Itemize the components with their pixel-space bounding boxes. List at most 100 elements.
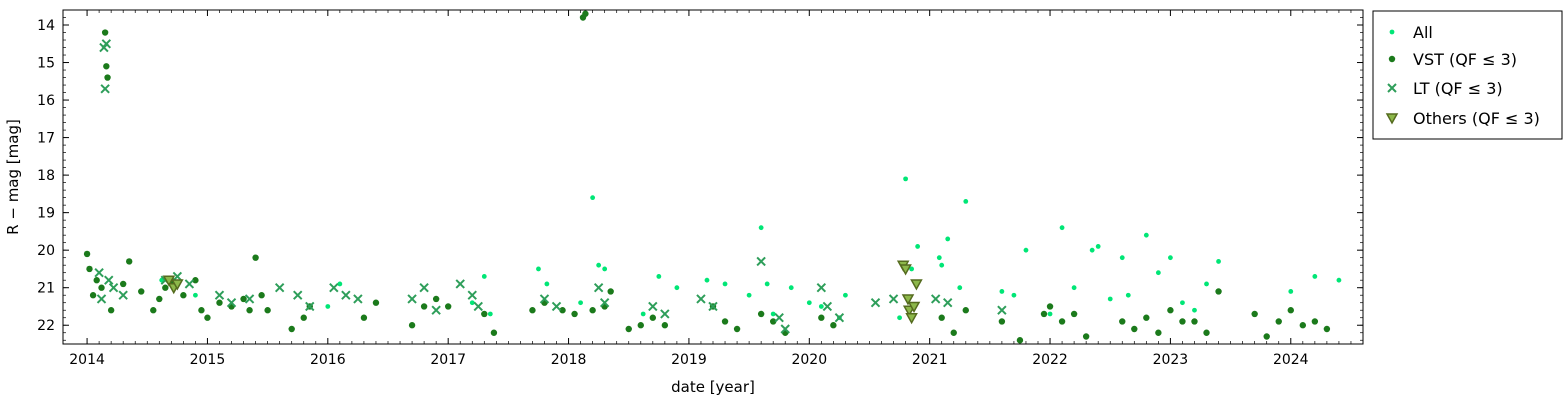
- all-point: [843, 292, 848, 298]
- vst-point: [1275, 318, 1282, 325]
- vst-point: [101, 29, 109, 36]
- legend-label-all: All: [1413, 23, 1433, 42]
- all-point: [1204, 281, 1209, 287]
- lt-point: [96, 294, 107, 304]
- vst-point: [1287, 307, 1294, 314]
- lt-point: [551, 301, 562, 312]
- vst-point: [240, 295, 247, 303]
- vst-point: [1263, 333, 1270, 340]
- vst-point: [1167, 307, 1174, 314]
- vst-point: [998, 318, 1006, 325]
- vst-point: [950, 329, 957, 336]
- vst-point: [162, 284, 169, 291]
- all-point: [1155, 270, 1161, 276]
- all-point: [1216, 259, 1221, 264]
- y-tick-label: 19: [37, 206, 55, 222]
- all-point: [722, 281, 728, 287]
- vst-point: [408, 322, 416, 329]
- lt-point: [184, 279, 195, 289]
- vst-point: [288, 325, 295, 333]
- lt-point: [407, 294, 417, 304]
- all-point: [578, 300, 583, 306]
- all-point: [1192, 307, 1197, 313]
- vst-point: [198, 307, 205, 314]
- legend-label-others: Others (QF ≤ 3): [1413, 109, 1540, 128]
- all-point: [590, 195, 596, 201]
- all-point: [939, 262, 945, 268]
- vst-point: [420, 303, 428, 310]
- series-others: [162, 260, 923, 325]
- lt-point: [870, 298, 881, 308]
- vst-point: [1251, 310, 1258, 318]
- y-tick-label: 17: [37, 131, 55, 147]
- y-tick-label: 16: [37, 93, 55, 109]
- vst-point: [150, 307, 157, 314]
- lt-point: [648, 301, 658, 312]
- lt-point: [467, 290, 477, 300]
- all-point: [469, 300, 475, 306]
- all-point: [1119, 255, 1125, 261]
- all-point: [909, 266, 915, 272]
- lt-point: [226, 298, 237, 308]
- all-point: [1023, 247, 1029, 253]
- vst-point: [1082, 333, 1090, 340]
- all-point: [770, 311, 776, 317]
- vst-point: [204, 314, 211, 321]
- vst-point: [1323, 325, 1331, 333]
- others-point: [899, 264, 912, 276]
- y-axis-ticks: 14 15 16 17 18 19 20 21 22: [37, 9, 1363, 341]
- lt-point: [696, 294, 706, 304]
- vst-point: [1131, 325, 1138, 333]
- all-point: [936, 255, 942, 261]
- all-point: [1180, 300, 1185, 306]
- vst-point: [98, 284, 105, 291]
- vst-point: [107, 307, 115, 314]
- vst-point: [1203, 329, 1210, 336]
- vst-point: [733, 325, 741, 333]
- vst-point: [93, 277, 100, 284]
- lt-point: [822, 301, 833, 312]
- plot-area: [62, 9, 1364, 345]
- vst-point: [589, 307, 596, 314]
- lt-point: [172, 271, 183, 282]
- all-point: [674, 285, 680, 291]
- vst-point: [300, 314, 307, 321]
- lt-point: [100, 84, 110, 94]
- lt-point: [888, 294, 899, 304]
- all-point: [640, 311, 646, 317]
- vst-point: [1299, 322, 1307, 329]
- legend-box: [1372, 10, 1563, 140]
- lt-point: [274, 283, 285, 293]
- all-point: [957, 285, 963, 291]
- lt-point: [329, 283, 339, 293]
- y-tick-label: 21: [37, 281, 55, 297]
- x-tick-label: 2014: [69, 352, 105, 368]
- all-point: [963, 198, 969, 204]
- y-tick-label: 20: [37, 243, 55, 259]
- series-lt: [94, 39, 1007, 334]
- data-marks: [83, 10, 1342, 344]
- vst-point: [372, 299, 380, 306]
- x-tick-label: 2017: [430, 352, 466, 368]
- legend-marker-vst: [1388, 55, 1396, 63]
- all-point: [1143, 232, 1149, 238]
- vst-point: [86, 265, 93, 273]
- all-point: [193, 292, 198, 298]
- legend-label-vst: VST (QF ≤ 3): [1413, 50, 1517, 69]
- others-point: [910, 279, 923, 291]
- all-point: [999, 289, 1005, 294]
- all-point: [1071, 285, 1077, 291]
- x-axis-ticks: 2014 2015 2016 2017 2018 2019 2020 2021 2022 2023…: [69, 10, 1364, 368]
- vst-point: [1046, 303, 1054, 310]
- lt-point: [108, 283, 119, 293]
- vst-point: [757, 310, 765, 318]
- others-point: [907, 301, 921, 314]
- vst-point: [1155, 329, 1162, 336]
- all-point: [1125, 292, 1131, 298]
- lt-point: [455, 279, 465, 289]
- vst-point: [1179, 318, 1186, 325]
- all-point: [788, 285, 794, 291]
- x-tick-label: 2023: [1153, 352, 1189, 368]
- x-tick-label: 2018: [551, 352, 587, 368]
